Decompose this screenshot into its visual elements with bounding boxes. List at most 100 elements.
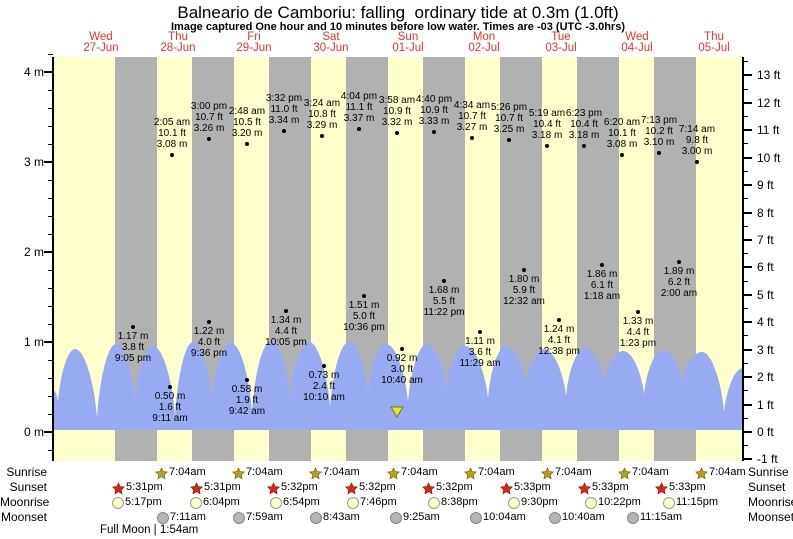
day-name: Sun [397, 31, 419, 43]
tide-label-line1: 7:14 am [678, 124, 716, 135]
day-label: Fri 29-Jun [219, 31, 289, 54]
day-name: Thu [704, 31, 724, 43]
moonset-icon [549, 512, 561, 524]
low-tide-label: 1.22 m 4.0 ft 9:36 pm [172, 326, 246, 359]
moonrise-icon [663, 497, 675, 509]
sunset-icon [190, 482, 203, 495]
sunrise-icon [695, 467, 708, 480]
astro-event: 10:40am [549, 511, 605, 527]
moonrise-time: 10:22pm [598, 496, 641, 508]
tide-label-line1: 5:19 am [528, 107, 566, 119]
y-axis-label-ft: 6 ft [757, 260, 774, 275]
axis-tick [743, 88, 748, 90]
high-tide-label: 7:13 pm 10.2 ft 3.10 m [622, 115, 696, 148]
tide-label-line1: 4:40 pm [415, 94, 453, 106]
tide-label-line2: 3.8 ft [121, 341, 145, 353]
axis-tick [743, 458, 752, 461]
astro-event: 7:11am [157, 511, 206, 527]
y-axis-label-ft: 8 ft [757, 205, 774, 220]
day-date: 04-Jul [621, 42, 653, 54]
tide-event-dot [432, 130, 436, 135]
astro-event: 9:25am [390, 511, 440, 527]
tide-event-dot [362, 294, 366, 299]
axis-tick [48, 215, 53, 217]
astro-event: 5:32pm [345, 481, 396, 498]
day-name: Wed [625, 31, 649, 43]
axis-tick [743, 293, 752, 296]
tide-event-dot [600, 262, 604, 267]
tide-event-dot [522, 268, 526, 272]
axis-tick [743, 225, 748, 227]
tide-event-dot [320, 133, 324, 138]
sunset-icon [500, 482, 513, 495]
axis-tick [44, 341, 53, 343]
tide-label-line1: 1.80 m [508, 274, 540, 285]
astro-row-label-right: Moonset [748, 510, 793, 524]
tide-label-line1: 6:23 pm [565, 107, 603, 119]
axis-tick [48, 197, 53, 199]
axis-tick [48, 449, 53, 451]
high-tide-label: 3:24 am 10.8 ft 3.29 m [285, 98, 359, 131]
axis-tick [743, 101, 752, 104]
day-date: 30-Jun [313, 42, 349, 54]
axis-tick [44, 251, 53, 253]
moonset-icon [390, 512, 402, 524]
axis-tick [743, 61, 748, 63]
high-tide-label: 4:40 pm 10.9 ft 3.33 m [397, 94, 471, 127]
sunrise-icon [618, 467, 631, 480]
astro-event: 7:04am [541, 466, 592, 483]
tide-label-line2: 10.9 ft [383, 106, 411, 118]
tide-label-line1: 1.86 m [586, 268, 618, 280]
moonrise-icon [347, 497, 359, 509]
astro-event: 5:33pm [500, 481, 551, 498]
sunrise-icon [155, 467, 168, 480]
moonrise-time: 11:15pm [676, 496, 718, 508]
astro-event: 11:15pm [663, 496, 718, 512]
tide-event-dot [620, 152, 624, 157]
day-label: Mon 02-Jul [449, 31, 519, 54]
astro-event: 10:04am [470, 511, 526, 527]
axis-tick [48, 287, 53, 289]
day-name: Mon [472, 31, 496, 43]
tide-label-line1: 7:13 pm [640, 115, 678, 126]
high-tide-label: 4:34 am 10.7 ft 3.27 m [435, 100, 509, 133]
axis-tick [48, 107, 53, 109]
tide-event-dot [170, 152, 174, 157]
axis-tick [743, 129, 752, 132]
tide-event-dot [470, 135, 474, 140]
axis-tick [743, 156, 752, 159]
tide-label-line2: 4.0 ft [197, 337, 221, 349]
tide-curve-path [53, 341, 743, 430]
astro-event: 7:04am [695, 466, 746, 483]
axis-tick [743, 417, 748, 419]
axis-tick [48, 125, 53, 127]
high-tide-label: 6:23 pm 10.4 ft 3.18 m [547, 108, 621, 141]
sunrise-icon [232, 467, 245, 480]
day-date: 28-Jun [160, 42, 196, 54]
astro-event: 5:33pm [578, 481, 629, 498]
sunrise-time: 7:04am [323, 466, 360, 478]
sunrise-time: 7:04am [246, 466, 283, 478]
tide-label-line3: 9:36 pm [190, 348, 228, 360]
astro-event: 8:43am [310, 511, 360, 527]
tide-event-dot [657, 151, 661, 155]
tide-label-line3: 12:32 am [503, 296, 545, 307]
moonrise-icon [270, 497, 282, 509]
sunset-icon [655, 482, 668, 495]
low-tide-label: 1.34 m 4.4 ft 10:05 pm [249, 315, 323, 348]
high-tide-label: 5:26 pm 10.7 ft 3.25 m [472, 102, 546, 135]
axis-tick [44, 161, 53, 163]
day-name: Tue [551, 31, 571, 43]
axis-tick [743, 335, 748, 337]
tide-event-dot [131, 324, 135, 329]
moonset-time: 11:15am [640, 511, 682, 523]
moonset-time: 8:43am [323, 511, 360, 523]
tide-event-dot [695, 160, 699, 164]
moon-phase-note: Full Moon | 1:54am [100, 524, 199, 536]
tide-label-line1: 0.50 m [154, 391, 186, 402]
sunrise-time: 7:04am [632, 466, 669, 478]
moonrise-time: 7:46pm [360, 496, 397, 508]
astro-event: 9:30pm [508, 496, 558, 512]
tide-label-line3: 10:05 pm [265, 337, 307, 349]
moonset-icon [157, 512, 169, 524]
